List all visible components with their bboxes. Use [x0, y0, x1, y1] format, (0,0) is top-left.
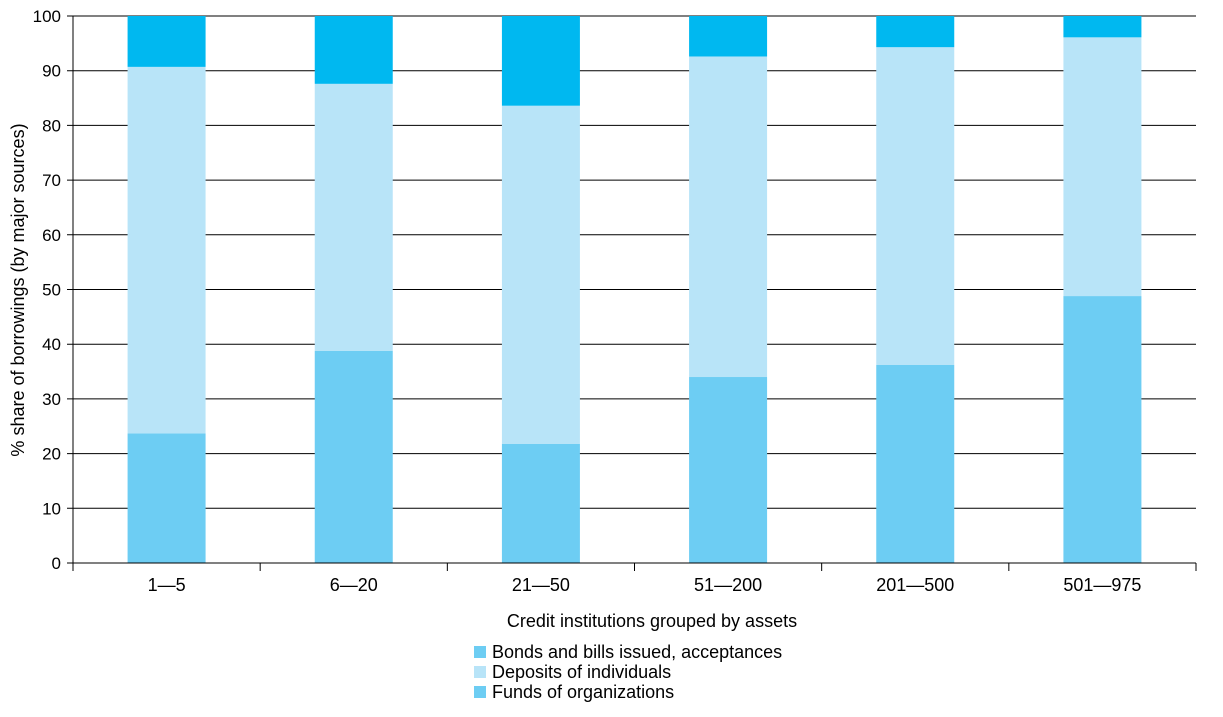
bar-segment-4-1: [689, 377, 768, 563]
x-axis-label: Credit institutions grouped by assets: [507, 611, 797, 631]
bar-segment-5-3: [876, 16, 955, 48]
axis-labels: % share of borrowings (by major sources)…: [8, 123, 797, 631]
legend-label: Deposits of individuals: [492, 662, 671, 682]
bar-segment-6-1: [1063, 296, 1142, 563]
y-tick-label: 10: [42, 499, 61, 518]
bar-segment-3-1: [501, 443, 580, 563]
bar-segment-5-1: [876, 364, 955, 563]
bar-segment-3-3: [501, 16, 580, 106]
y-tick-label: 70: [42, 171, 61, 190]
legend-swatch: [474, 646, 486, 658]
axes: 0 10 20 30 40 50 60 70 80 90 100 1—5 6—20 21—50 51—200…: [33, 7, 1197, 595]
bar-segment-4-2: [689, 56, 768, 378]
y-tick-label: 90: [42, 62, 61, 81]
y-tick-label: 80: [42, 116, 61, 135]
bar-segment-4-3: [689, 16, 768, 57]
bars: [127, 16, 1142, 563]
bar-segment-3-2: [501, 105, 580, 444]
bar-segment-2-3: [314, 16, 393, 84]
y-tick-label: 40: [42, 335, 61, 354]
bar-segment-2-2: [314, 83, 393, 351]
x-tick-label: 1—5: [148, 575, 186, 595]
bar-segment-6-2: [1063, 37, 1142, 297]
legend-swatch: [474, 686, 486, 698]
bar-segment-1-1: [127, 433, 206, 563]
x-tick-label: 21—50: [512, 575, 570, 595]
y-tick-label: 60: [42, 226, 61, 245]
y-tick-label: 50: [42, 281, 61, 300]
legend-swatch: [474, 666, 486, 678]
bar-segment-2-1: [314, 350, 393, 563]
bar-segment-1-3: [127, 16, 206, 67]
bar-segment-6-3: [1063, 16, 1142, 38]
legend-label: Funds of organizations: [492, 682, 674, 702]
y-tick-label: 30: [42, 390, 61, 409]
x-tick-label: 51—200: [694, 575, 762, 595]
legend: Bonds and bills issued, acceptancesDepos…: [474, 642, 782, 702]
y-tick-label: 20: [42, 445, 61, 464]
y-axis-label: % share of borrowings (by major sources): [8, 123, 28, 456]
y-tick-label: 0: [52, 554, 61, 573]
x-tick-label: 6—20: [330, 575, 378, 595]
legend-label: Bonds and bills issued, acceptances: [492, 642, 782, 662]
bar-segment-5-2: [876, 47, 955, 365]
bar-segment-1-2: [127, 66, 206, 434]
gridlines: [67, 15, 1196, 564]
x-tick-label: 501—975: [1063, 575, 1141, 595]
y-tick-label: 100: [33, 7, 61, 26]
x-tick-label: 201—500: [876, 575, 954, 595]
